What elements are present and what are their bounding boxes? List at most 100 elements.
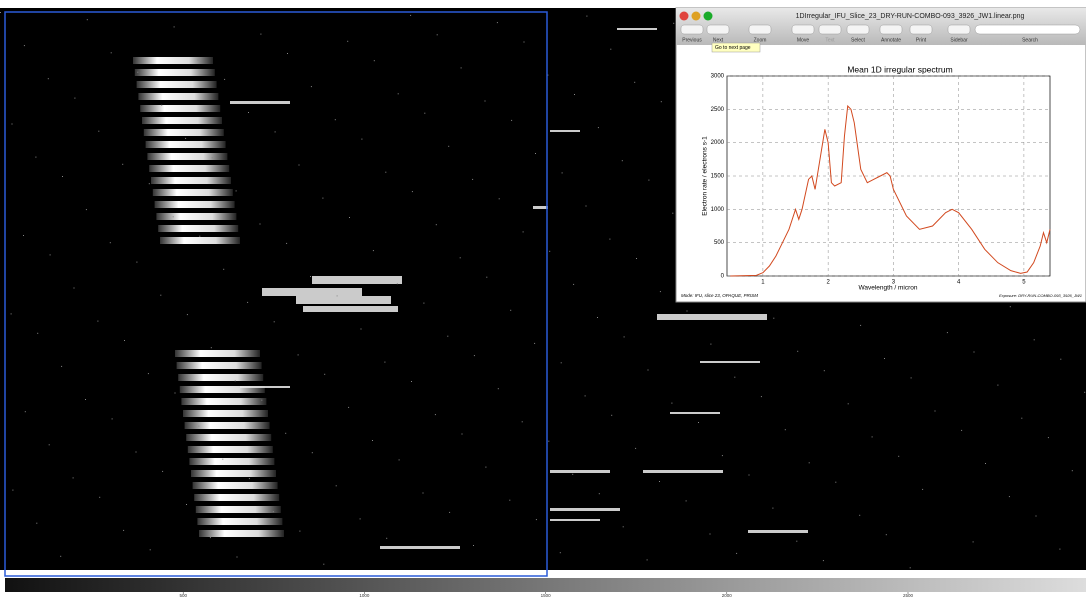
noise-dot <box>1034 339 1035 340</box>
noise-dot <box>586 16 587 17</box>
noise-dot <box>548 441 549 442</box>
noise-dot <box>536 519 537 520</box>
window-title: 1DIrregular_IFU_Slice_23_DRY-RUN-COMBO-0… <box>796 13 1025 20</box>
noise-dot <box>509 500 510 501</box>
noise-dot <box>11 313 12 314</box>
toolbar-button <box>707 25 729 34</box>
bright-line <box>748 530 808 533</box>
close-button[interactable] <box>680 12 689 21</box>
noise-dot <box>410 15 411 16</box>
noise-dot <box>761 396 762 397</box>
noise-dot <box>97 321 98 322</box>
noise-dot <box>462 434 463 435</box>
noise-dot <box>149 183 150 184</box>
noise-dot <box>85 399 86 400</box>
noise-dot <box>437 34 438 35</box>
slit-stripe <box>138 93 218 100</box>
noise-dot <box>385 172 386 173</box>
noise-dot <box>74 98 75 99</box>
noise-dot <box>736 553 737 554</box>
slit-stripe <box>160 237 240 244</box>
noise-dot <box>49 444 50 445</box>
bright-line <box>550 130 580 132</box>
noise-dot <box>235 380 236 381</box>
noise-dot <box>322 198 323 199</box>
noise-dot <box>35 157 36 158</box>
noise-dot <box>997 385 998 386</box>
slit-stripe <box>140 105 220 112</box>
slit-stripe <box>185 422 270 429</box>
noise-dot <box>136 452 137 453</box>
noise-dot <box>287 53 288 54</box>
slit-stripe <box>151 177 231 184</box>
page: 5001000150020002500 1DIrregular_IFU_Slic… <box>0 0 1086 599</box>
ruler-label: 1000 <box>359 593 370 598</box>
ruler-label: 500 <box>179 593 187 598</box>
zoom-button[interactable] <box>704 12 713 21</box>
noise-dot <box>461 67 462 68</box>
slit-stripe <box>194 494 279 501</box>
noise-dot <box>411 381 412 382</box>
noise-dot <box>210 537 211 538</box>
tooltip-text: Go to next page <box>715 45 751 51</box>
noise-dot <box>573 284 574 285</box>
noise-dot <box>162 471 163 472</box>
noise-dot <box>273 511 274 512</box>
minimize-button[interactable] <box>692 12 701 21</box>
screen: 5001000150020002500 1DIrregular_IFU_Slic… <box>0 0 1086 599</box>
noise-dot <box>435 414 436 415</box>
noise-dot <box>974 352 975 353</box>
noise-dot <box>647 559 648 560</box>
toolbar-button <box>792 25 814 34</box>
noise-dot <box>312 452 313 453</box>
noise-dot <box>510 310 511 311</box>
noise-dot <box>898 456 899 457</box>
noise-dot <box>1060 359 1061 360</box>
search-field[interactable] <box>975 25 1080 34</box>
bright-line <box>240 386 290 388</box>
noise-dot <box>687 311 688 312</box>
noise-dot <box>560 552 561 553</box>
noise-dot <box>224 79 225 80</box>
noise-dot <box>112 418 113 419</box>
toolbar-label: Annotate <box>881 37 901 43</box>
noise-dot <box>610 49 611 50</box>
noise-dot <box>710 534 711 535</box>
noise-dot <box>524 42 525 43</box>
ruler-label: 2000 <box>722 593 733 598</box>
slit-stripe <box>189 458 274 465</box>
noise-dot <box>174 26 175 27</box>
noise-dot <box>860 325 861 326</box>
noise-dot <box>485 467 486 468</box>
noise-dot <box>436 224 437 225</box>
noise-dot <box>160 295 161 296</box>
noise-dot <box>0 12 1 13</box>
noise-dot <box>884 358 885 359</box>
noise-dot <box>148 373 149 374</box>
noise-dot <box>249 478 250 479</box>
noise-dot <box>12 124 13 125</box>
noise-dot <box>686 500 687 501</box>
noise-dot <box>12 490 13 491</box>
noise-dot <box>659 481 660 482</box>
y-tick-label: 1500 <box>711 174 725 180</box>
noise-dot <box>261 400 262 401</box>
noise-dot <box>973 541 974 542</box>
noise-dot <box>1048 437 1049 438</box>
noise-dot <box>636 258 637 259</box>
slit-stripe <box>199 530 284 537</box>
noise-dot <box>123 530 124 531</box>
noise-dot <box>311 86 312 87</box>
noise-dot <box>574 94 575 95</box>
bright-line <box>262 288 362 296</box>
bright-line <box>550 508 620 511</box>
noise-dot <box>298 354 299 355</box>
bright-line <box>230 101 290 104</box>
noise-dot <box>449 512 450 513</box>
footer-right: Exposure: DRY-RUN-COMBO-093_3926_JW1 <box>999 293 1082 298</box>
noise-dot <box>50 254 51 255</box>
noise-dot <box>624 336 625 337</box>
slit-stripe <box>181 398 266 405</box>
noise-dot <box>122 164 123 165</box>
noise-dot <box>412 191 413 192</box>
